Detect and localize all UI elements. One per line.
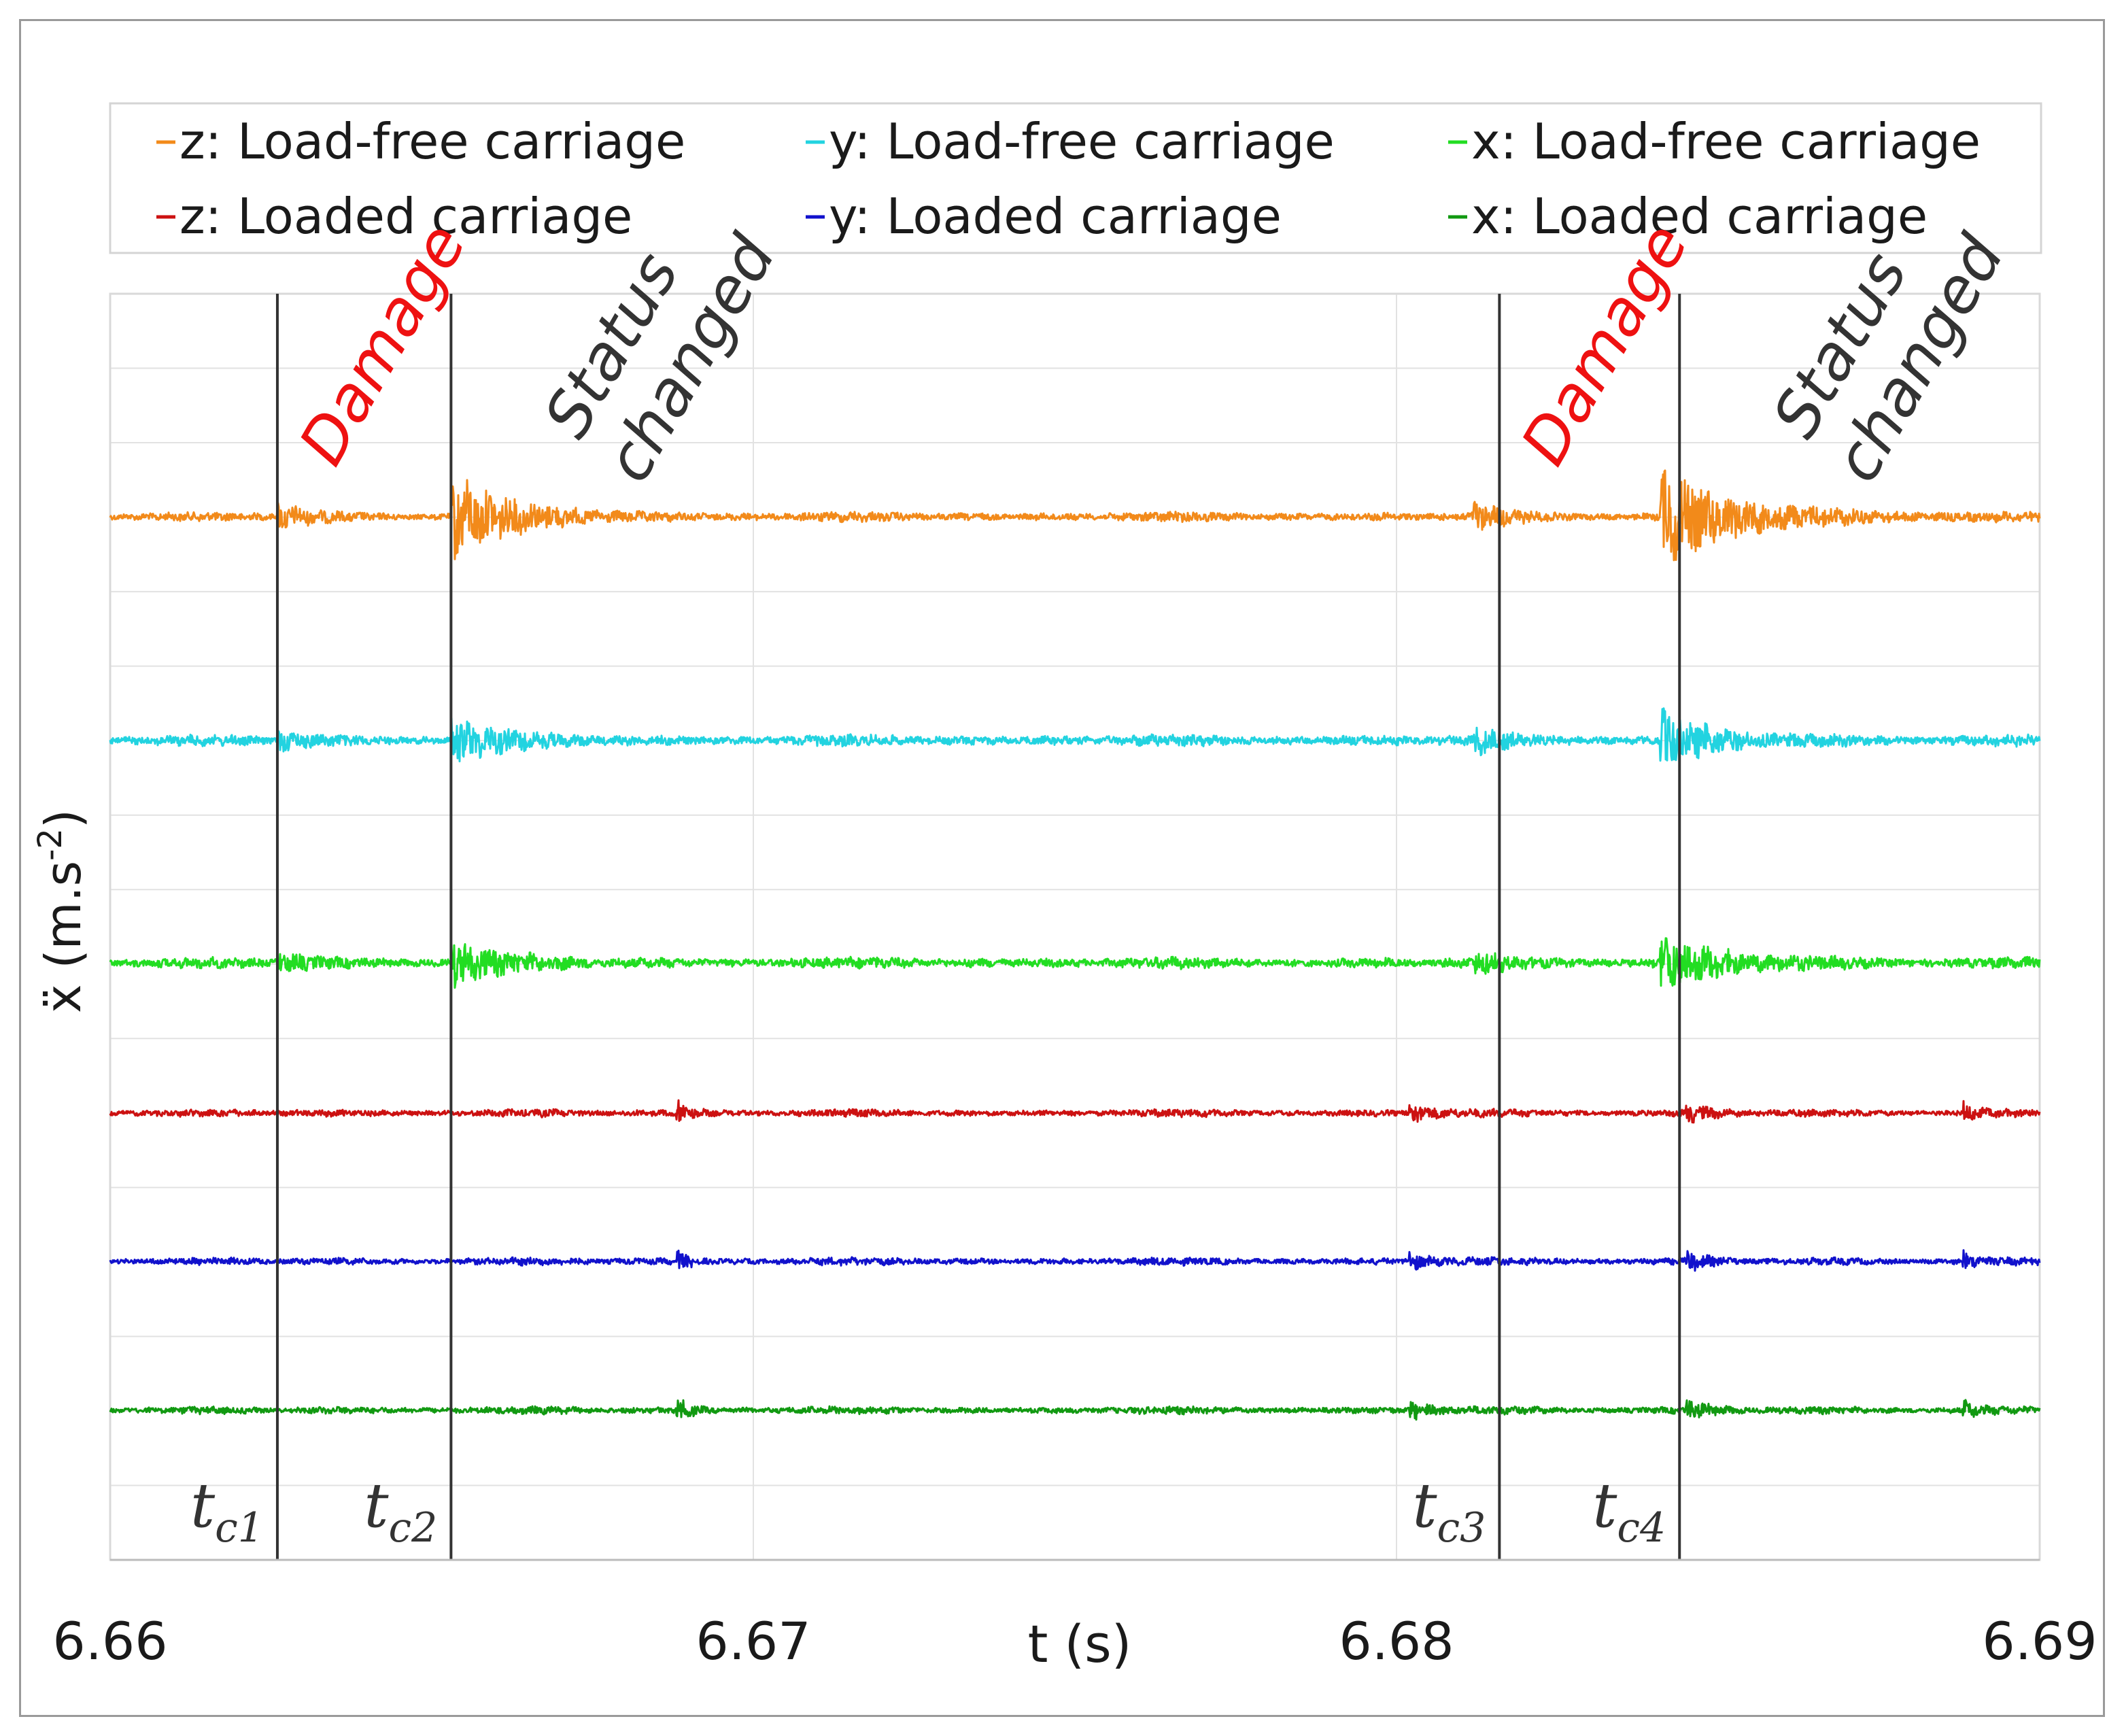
legend: z: Load-free carriage y: Load-free carria… bbox=[156, 113, 1981, 245]
x-tick-label: 6.67 bbox=[696, 1611, 810, 1671]
grid bbox=[109, 294, 2040, 1560]
x-tick-labels: 6.66 6.67 6.68 6.69 bbox=[52, 1611, 2097, 1671]
y-axis-label: ẍ (m.s-2) bbox=[31, 809, 92, 1013]
legend-entry: z: Loaded carriage bbox=[179, 188, 632, 245]
legend-entry: z: Load-free carriage bbox=[179, 113, 685, 170]
series-line bbox=[109, 1249, 2041, 1272]
event-label-subscript: c1 bbox=[215, 1504, 264, 1552]
event-label-subscript: c4 bbox=[1617, 1504, 1666, 1552]
series-line bbox=[109, 469, 2041, 562]
x-tick-label: 6.66 bbox=[52, 1611, 167, 1671]
event-label-subscript: c2 bbox=[389, 1504, 438, 1552]
event-label-subscript: c3 bbox=[1437, 1504, 1486, 1552]
event-label: tc4 bbox=[1592, 1470, 1666, 1552]
x-tick-label: 6.69 bbox=[1982, 1611, 2097, 1671]
legend-entry: x: Loaded carriage bbox=[1471, 188, 1928, 245]
series-line bbox=[109, 1399, 2041, 1421]
x-tick-label: 6.68 bbox=[1339, 1611, 1454, 1671]
series-line bbox=[109, 937, 2041, 989]
series-line bbox=[109, 1099, 2041, 1124]
series-line bbox=[109, 707, 2041, 764]
traces bbox=[109, 469, 2041, 1421]
y-axis-label-base: ẍ (m.s bbox=[35, 861, 92, 1013]
event-label: tc1 bbox=[190, 1470, 264, 1552]
event-lines: tc1 tc2 tc3 tc4 bbox=[190, 294, 1681, 1560]
y-axis-label-close: ) bbox=[35, 809, 92, 828]
y-axis-label-sup: -2 bbox=[31, 828, 69, 861]
event-label: tc2 bbox=[364, 1470, 437, 1552]
legend-entry: x: Load-free carriage bbox=[1471, 113, 1981, 170]
event-label: tc3 bbox=[1412, 1470, 1486, 1552]
x-axis-label: t (s) bbox=[1028, 1614, 1132, 1674]
figure-frame bbox=[19, 19, 2105, 1717]
legend-box bbox=[109, 102, 2042, 254]
plot-area bbox=[109, 292, 2041, 1561]
legend-entry: y: Loaded carriage bbox=[829, 188, 1282, 245]
legend-entry: y: Load-free carriage bbox=[829, 113, 1335, 170]
